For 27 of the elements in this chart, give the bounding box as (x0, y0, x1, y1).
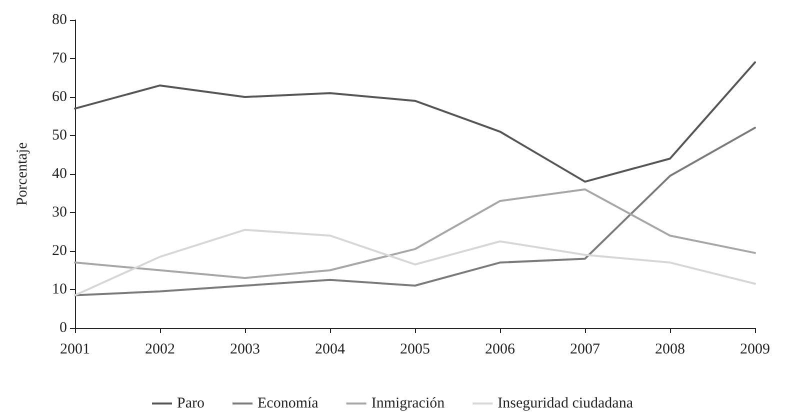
legend-label: Inmigración (371, 396, 446, 412)
x-tick-label: 2003 (230, 342, 260, 358)
y-tick-label: 80 (52, 12, 67, 28)
y-tick-label: 30 (52, 204, 67, 220)
y-tick-label: 50 (52, 128, 67, 144)
legend-label: Economía (258, 396, 319, 412)
y-tick-label: 0 (60, 320, 67, 336)
y-tick-label: 20 (52, 243, 67, 259)
y-tick-label: 10 (52, 282, 67, 298)
y-tick-label: 40 (52, 166, 67, 182)
x-tick-label: 2008 (655, 342, 685, 358)
x-tick-label: 2002 (145, 342, 175, 358)
x-tick-label: 2001 (60, 342, 90, 358)
line-series (74, 228, 756, 296)
x-tick-label: 2007 (570, 342, 600, 358)
x-tick-label: 2004 (315, 342, 346, 358)
x-tick-label: 2005 (400, 342, 430, 358)
legend-label: Inseguridad ciudadana (498, 396, 634, 412)
y-tick-label: 60 (52, 89, 67, 105)
x-tick-label: 2009 (740, 342, 770, 358)
y-axis-title: Porcentaje (14, 142, 30, 206)
line-series (74, 188, 756, 279)
line-series (74, 126, 756, 296)
legend-label: Paro (177, 396, 205, 412)
line-series (74, 61, 756, 183)
x-tick-label: 2006 (485, 342, 516, 358)
y-tick-label: 70 (52, 50, 67, 66)
